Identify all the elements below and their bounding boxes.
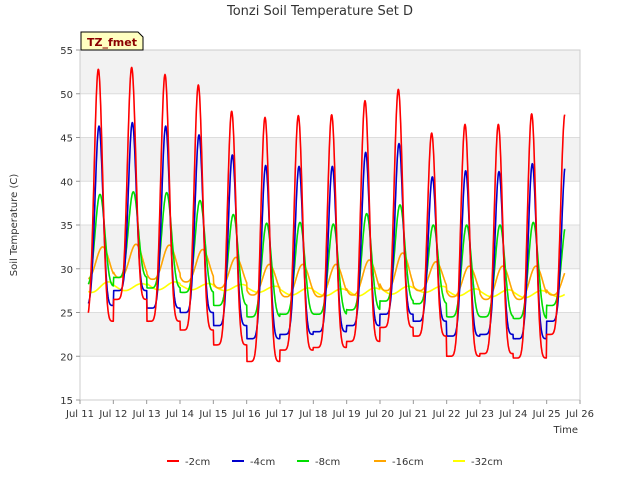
- x-tick-label: Jul 12: [98, 409, 127, 420]
- y-tick-label: 35: [60, 221, 73, 232]
- y-tick-label: 45: [60, 134, 73, 145]
- series-line-minus-2cm: [87, 66, 566, 363]
- x-tick-label: Jul 25: [532, 409, 561, 420]
- plot-band: [80, 312, 580, 357]
- x-tick-label: Jul 16: [232, 409, 261, 420]
- y-tick-label: 40: [60, 177, 73, 188]
- plot-band: [80, 50, 580, 94]
- station-badge: TZ_fmet: [80, 31, 144, 51]
- legend: -2cm -4cm -8cm -16cm -32cm: [167, 457, 503, 468]
- y-axis-label: Soil Temperature (C): [9, 174, 20, 277]
- y-tick-label: 30: [60, 265, 73, 276]
- y-tick-label: 25: [60, 309, 73, 320]
- series-layer: [87, 66, 566, 363]
- y-tick-label: 50: [60, 90, 73, 101]
- x-tick-label: Jul 19: [332, 409, 361, 420]
- legend-label: -8cm: [315, 457, 340, 468]
- x-tick-label: Jul 20: [365, 409, 394, 420]
- x-tick-label: Jul 24: [498, 409, 527, 420]
- x-tick-label: Jul 11: [65, 409, 94, 420]
- legend-label: -4cm: [250, 457, 275, 468]
- x-tick-label: Jul 23: [465, 409, 494, 420]
- y-tick-label: 15: [60, 396, 73, 407]
- legend-label: -32cm: [471, 457, 503, 468]
- badge-text: TZ_fmet: [87, 36, 137, 49]
- legend-label: -2cm: [185, 457, 210, 468]
- plot-band: [80, 356, 580, 400]
- x-axis-ticks: Jul 11 Jul 12 Jul 13 Jul 14 Jul 15 Jul 16 Jul …: [65, 400, 594, 420]
- x-axis-label: Time: [553, 425, 578, 436]
- chart-title: Tonzi Soil Temperature Set D: [226, 4, 413, 19]
- legend-label: -16cm: [392, 457, 424, 468]
- x-tick-label: Jul 13: [132, 409, 161, 420]
- x-tick-label: Jul 18: [298, 409, 327, 420]
- x-tick-label: Jul 22: [432, 409, 461, 420]
- x-tick-label: Jul 17: [265, 409, 294, 420]
- x-tick-label: Jul 26: [565, 409, 594, 420]
- y-axis-ticks: 15 20 25 30 35 40 45 50 55: [60, 46, 80, 407]
- x-tick-label: Jul 15: [198, 409, 227, 420]
- x-tick-label: Jul 14: [165, 409, 194, 420]
- y-tick-label: 20: [60, 352, 73, 363]
- y-tick-label: 55: [60, 46, 73, 57]
- x-tick-label: Jul 21: [398, 409, 427, 420]
- badge-shape: [80, 31, 144, 51]
